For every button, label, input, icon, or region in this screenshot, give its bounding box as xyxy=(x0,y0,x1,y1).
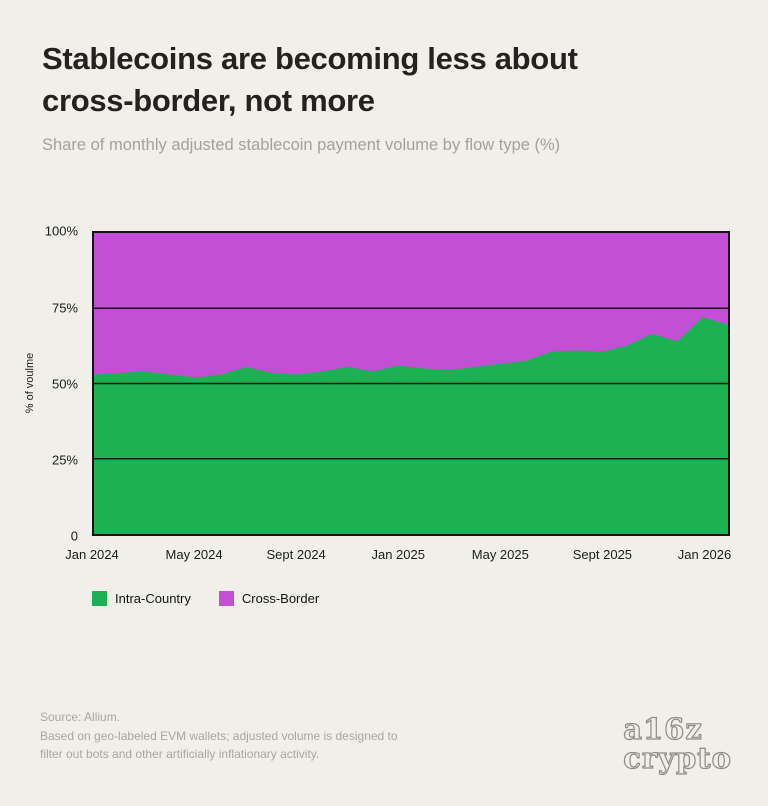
footer-note: Source: Allium. Based on geo-labeled EVM… xyxy=(40,708,398,764)
footer-source: Source: Allium. xyxy=(40,710,121,725)
y-tick-label: 100% xyxy=(44,223,78,239)
x-tick-label: Sept 2024 xyxy=(266,547,326,563)
y-tick-label: 25% xyxy=(51,452,78,468)
legend-label-cross-border: Cross-Border xyxy=(241,591,320,607)
y-tick-label: 50% xyxy=(51,376,78,392)
x-tick-label: Jan 2026 xyxy=(677,547,732,563)
legend-swatch-intra-country xyxy=(92,591,107,607)
page-title-line2: cross-border, not more xyxy=(42,83,375,119)
legend-item-cross-border: Cross-Border xyxy=(218,591,320,607)
footer-note-line2: filter out bots and other artificially i… xyxy=(40,747,320,762)
legend-swatch-cross-border xyxy=(218,591,234,607)
y-tick-label: 75% xyxy=(51,300,78,316)
x-tick-label: May 2025 xyxy=(471,547,529,563)
page-subtitle: Share of monthly adjusted stablecoin pay… xyxy=(42,136,561,155)
plot-area xyxy=(92,231,730,537)
x-tick-label: Jan 2025 xyxy=(371,547,425,563)
x-tick-label: Jan 2024 xyxy=(65,547,119,563)
logo-line-a16z: a16z xyxy=(623,712,703,747)
chart-svg xyxy=(94,233,728,535)
page-title: Stablecoins are becoming less about cros… xyxy=(42,38,726,122)
a16z-crypto-logo: a16z crypto xyxy=(623,712,732,773)
legend: Intra-Country Cross-Border xyxy=(92,591,320,607)
chart: % of voulme 0 25% 50% 75% 100% Jan 2024 May 2… xyxy=(0,224,768,631)
legend-item-intra-country: Intra-Country xyxy=(92,591,191,607)
x-tick-label: May 2024 xyxy=(165,547,223,563)
legend-label-intra-country: Intra-Country xyxy=(115,591,191,607)
page-title-line1: Stablecoins are becoming less about xyxy=(42,41,578,76)
y-axis-ticks: 0 25% 50% 75% 100% xyxy=(0,224,86,544)
page: Stablecoins are becoming less about cros… xyxy=(0,38,768,806)
x-axis-ticks: Jan 2024 May 2024 Sept 2024 Jan 2025 May 202… xyxy=(65,547,732,567)
footer-note-line1: Based on geo-labeled EVM wallets; adjust… xyxy=(40,728,398,743)
y-tick-label: 0 xyxy=(70,528,78,544)
x-tick-label: Sept 2025 xyxy=(572,547,633,563)
